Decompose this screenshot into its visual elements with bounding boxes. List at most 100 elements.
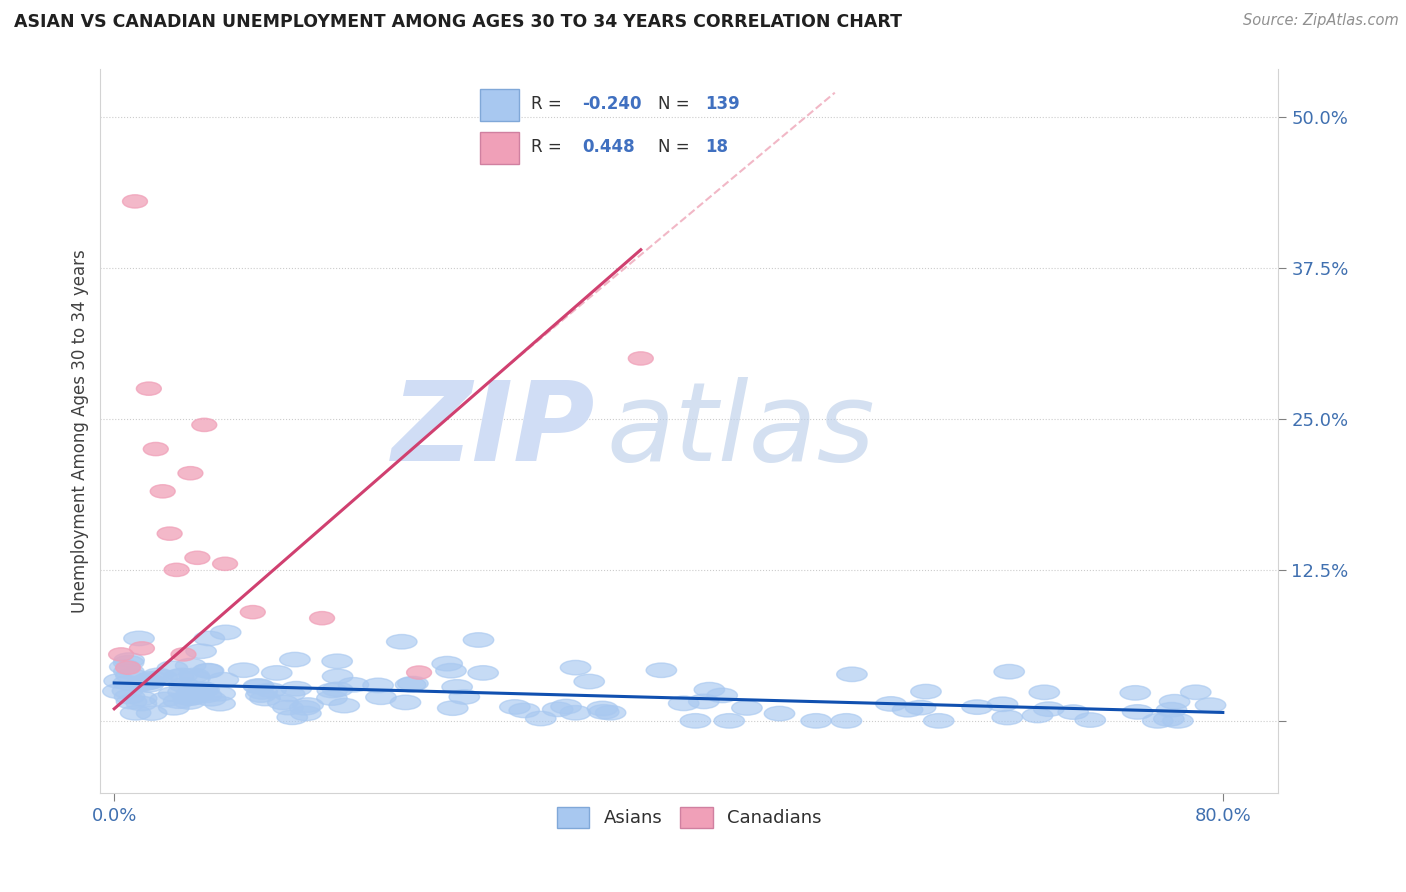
Ellipse shape	[1057, 705, 1088, 719]
Ellipse shape	[274, 687, 305, 701]
Ellipse shape	[499, 699, 530, 714]
Ellipse shape	[114, 665, 145, 679]
Ellipse shape	[143, 442, 169, 456]
Ellipse shape	[184, 688, 214, 702]
Ellipse shape	[117, 694, 146, 709]
Ellipse shape	[228, 663, 259, 677]
Ellipse shape	[129, 641, 155, 655]
Ellipse shape	[366, 690, 396, 705]
Ellipse shape	[1033, 702, 1064, 716]
Ellipse shape	[173, 690, 204, 705]
Ellipse shape	[1076, 713, 1105, 727]
Ellipse shape	[962, 700, 993, 714]
Ellipse shape	[103, 684, 134, 698]
Ellipse shape	[112, 675, 143, 690]
Ellipse shape	[142, 668, 173, 682]
Ellipse shape	[1029, 685, 1060, 699]
Ellipse shape	[127, 691, 157, 706]
Ellipse shape	[179, 668, 209, 682]
Ellipse shape	[195, 691, 226, 706]
Ellipse shape	[193, 664, 224, 678]
Ellipse shape	[449, 690, 479, 704]
Ellipse shape	[124, 632, 155, 646]
Ellipse shape	[432, 657, 463, 671]
Ellipse shape	[309, 612, 335, 624]
Ellipse shape	[205, 687, 235, 701]
Ellipse shape	[194, 632, 225, 646]
Ellipse shape	[391, 695, 420, 710]
Ellipse shape	[176, 658, 205, 673]
Ellipse shape	[837, 667, 868, 681]
Ellipse shape	[387, 634, 418, 649]
Ellipse shape	[163, 694, 194, 708]
Ellipse shape	[628, 351, 654, 365]
Ellipse shape	[893, 703, 922, 717]
Ellipse shape	[589, 705, 619, 719]
Ellipse shape	[1143, 714, 1173, 728]
Ellipse shape	[339, 678, 368, 692]
Ellipse shape	[194, 664, 224, 678]
Ellipse shape	[148, 670, 177, 685]
Ellipse shape	[184, 551, 209, 565]
Ellipse shape	[463, 632, 494, 648]
Ellipse shape	[1122, 705, 1153, 719]
Ellipse shape	[595, 706, 626, 720]
Ellipse shape	[831, 714, 862, 728]
Ellipse shape	[167, 668, 198, 682]
Ellipse shape	[993, 710, 1022, 725]
Ellipse shape	[243, 679, 274, 693]
Ellipse shape	[128, 676, 159, 690]
Ellipse shape	[240, 606, 266, 619]
Ellipse shape	[191, 688, 222, 703]
Ellipse shape	[316, 683, 347, 698]
Ellipse shape	[250, 691, 280, 706]
Ellipse shape	[322, 654, 353, 668]
Ellipse shape	[191, 418, 217, 432]
Ellipse shape	[179, 467, 202, 480]
Ellipse shape	[1160, 695, 1189, 709]
Ellipse shape	[1156, 703, 1187, 717]
Ellipse shape	[247, 685, 277, 699]
Ellipse shape	[876, 697, 905, 711]
Ellipse shape	[110, 659, 141, 674]
Ellipse shape	[1195, 698, 1226, 713]
Ellipse shape	[551, 699, 581, 714]
Ellipse shape	[122, 194, 148, 208]
Ellipse shape	[707, 688, 737, 703]
Ellipse shape	[121, 706, 150, 720]
Ellipse shape	[543, 702, 574, 716]
Ellipse shape	[165, 563, 188, 576]
Text: ASIAN VS CANADIAN UNEMPLOYMENT AMONG AGES 30 TO 34 YEARS CORRELATION CHART: ASIAN VS CANADIAN UNEMPLOYMENT AMONG AGE…	[14, 13, 903, 31]
Ellipse shape	[157, 527, 183, 541]
Ellipse shape	[273, 700, 304, 714]
Ellipse shape	[169, 678, 200, 692]
Ellipse shape	[441, 680, 472, 694]
Ellipse shape	[212, 558, 238, 571]
Ellipse shape	[205, 697, 235, 711]
Ellipse shape	[509, 703, 540, 718]
Ellipse shape	[262, 665, 292, 681]
Ellipse shape	[290, 700, 321, 715]
Ellipse shape	[560, 706, 591, 720]
Ellipse shape	[108, 648, 134, 661]
Ellipse shape	[987, 697, 1018, 712]
Ellipse shape	[127, 696, 156, 711]
Ellipse shape	[267, 695, 298, 710]
Ellipse shape	[911, 684, 941, 698]
Ellipse shape	[180, 684, 211, 699]
Ellipse shape	[208, 673, 239, 687]
Ellipse shape	[1022, 708, 1053, 723]
Ellipse shape	[134, 674, 165, 690]
Ellipse shape	[322, 682, 353, 697]
Ellipse shape	[924, 714, 953, 728]
Ellipse shape	[905, 700, 936, 714]
Ellipse shape	[150, 692, 180, 706]
Ellipse shape	[150, 484, 176, 498]
Ellipse shape	[588, 701, 617, 715]
Ellipse shape	[176, 686, 207, 701]
Ellipse shape	[681, 714, 710, 728]
Ellipse shape	[281, 681, 312, 696]
Ellipse shape	[187, 682, 218, 697]
Ellipse shape	[714, 714, 745, 728]
Ellipse shape	[994, 665, 1025, 679]
